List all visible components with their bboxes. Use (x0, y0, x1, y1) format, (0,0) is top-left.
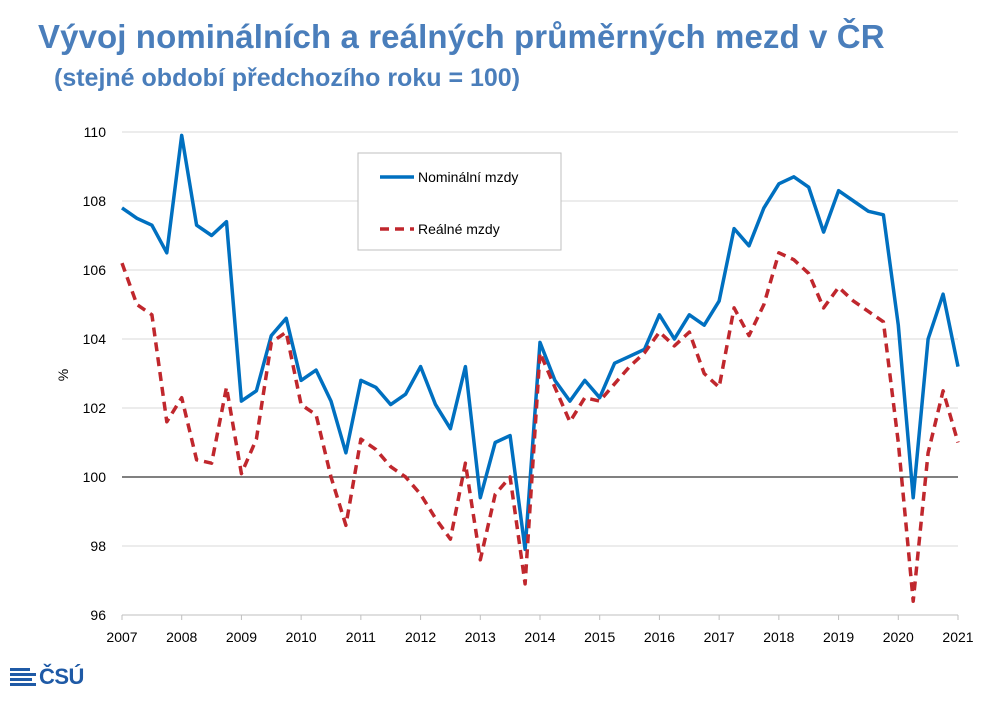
x-tick-label: 2019 (823, 629, 854, 645)
y-tick-label: 110 (84, 124, 107, 140)
x-tick-label: 2015 (584, 629, 615, 645)
x-tick-label: 2021 (942, 629, 973, 645)
y-tick-label: 96 (90, 607, 106, 623)
legend-label-real: Reálné mzdy (418, 221, 500, 237)
x-tick-label: 2012 (405, 629, 436, 645)
csu-logo: ČSÚ (10, 664, 84, 690)
x-tick-label: 2016 (644, 629, 675, 645)
y-tick-label: 102 (83, 400, 107, 416)
legend: Nominální mzdy Reálné mzdy (357, 152, 562, 251)
x-tick-label: 2011 (346, 629, 376, 645)
y-tick-label: 100 (83, 469, 107, 485)
x-tick-label: 2009 (226, 629, 257, 645)
series-lines (120, 133, 960, 603)
legend-box (357, 152, 562, 251)
logo-text: ČSÚ (39, 664, 84, 689)
x-tick-label: 2018 (763, 629, 794, 645)
x-tick-label: 2008 (166, 629, 197, 645)
y-tick-label: 106 (83, 262, 107, 278)
x-tick-label: 2013 (465, 629, 496, 645)
gridlines (122, 131, 958, 547)
logo-lines-icon (10, 668, 36, 686)
legend-label-nominal: Nominální mzdy (418, 169, 518, 185)
x-tick-label: 2010 (286, 629, 317, 645)
x-tick-label: 2007 (106, 629, 137, 645)
y-axis-label: % (55, 369, 71, 381)
series-line-real (120, 251, 960, 603)
chart-subtitle: (stejné období předchozího roku = 100) (54, 64, 521, 92)
y-tick-label: 104 (83, 331, 107, 347)
axes: 96 98 100 102 104 106 108 110 2007 2008 2009 2010 20… (83, 124, 974, 645)
x-tick-label: 2014 (524, 629, 555, 645)
y-tick-label: 98 (90, 538, 106, 554)
y-tick-label: 108 (83, 193, 107, 209)
x-tick-label: 2020 (883, 629, 914, 645)
chart-title: Vývoj nominálních a reálných průměrných … (38, 18, 885, 55)
x-tick-label: 2017 (704, 629, 735, 645)
